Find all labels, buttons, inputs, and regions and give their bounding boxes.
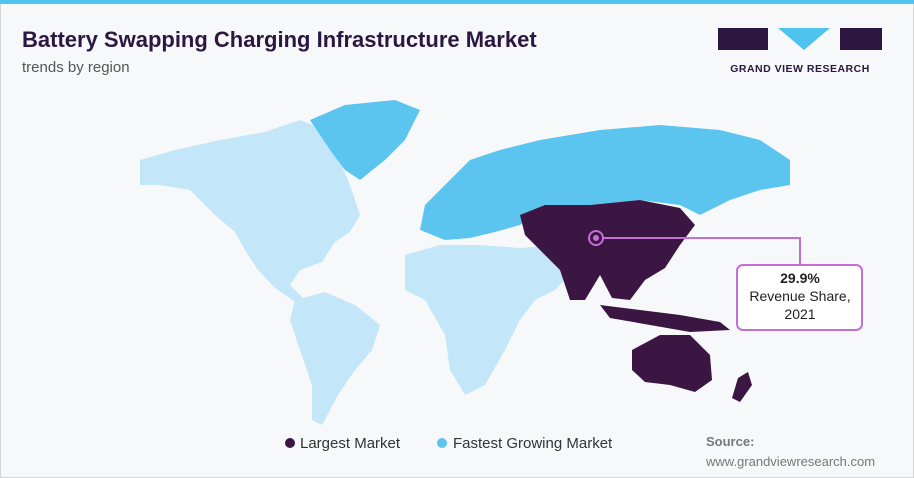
callout-line: Revenue Share, <box>749 288 850 304</box>
south-america <box>290 292 380 425</box>
logo-text: GRAND VIEW RESEARCH <box>730 63 870 75</box>
africa-middle-east <box>405 245 572 395</box>
asia <box>520 200 695 300</box>
subtitle: trends by region <box>22 59 130 76</box>
callout: 29.9% Revenue Share, 2021 <box>588 230 863 331</box>
world-map <box>140 100 790 425</box>
top-stripe <box>0 0 914 4</box>
north-america <box>140 120 360 302</box>
callout-line: 2021 <box>784 306 815 322</box>
legend-label: Largest Market <box>300 435 401 452</box>
greenland <box>310 100 420 180</box>
europe-russia <box>420 125 790 240</box>
source-label: Source: <box>706 434 754 449</box>
australia <box>632 335 712 392</box>
title: Battery Swapping Charging Infrastructure… <box>22 27 537 52</box>
legend: Largest Market Fastest Growing Market <box>285 435 613 452</box>
logo: GRAND VIEW RESEARCH <box>718 28 882 75</box>
southeast-asia-islands <box>600 305 730 332</box>
new-zealand <box>732 372 752 402</box>
legend-label: Fastest Growing Market <box>453 435 613 452</box>
callout-value: 29.9% <box>780 270 820 286</box>
source-url: www.grandviewresearch.com <box>705 454 875 469</box>
